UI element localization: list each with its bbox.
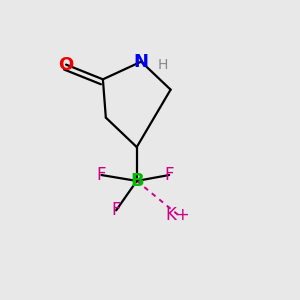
Text: F: F xyxy=(111,201,121,219)
Text: N: N xyxy=(134,53,149,71)
Text: B: B xyxy=(130,172,144,190)
Text: K+: K+ xyxy=(166,206,190,224)
Text: F: F xyxy=(164,166,174,184)
Text: F: F xyxy=(97,166,106,184)
Text: O: O xyxy=(58,56,74,74)
Text: H: H xyxy=(158,58,168,72)
